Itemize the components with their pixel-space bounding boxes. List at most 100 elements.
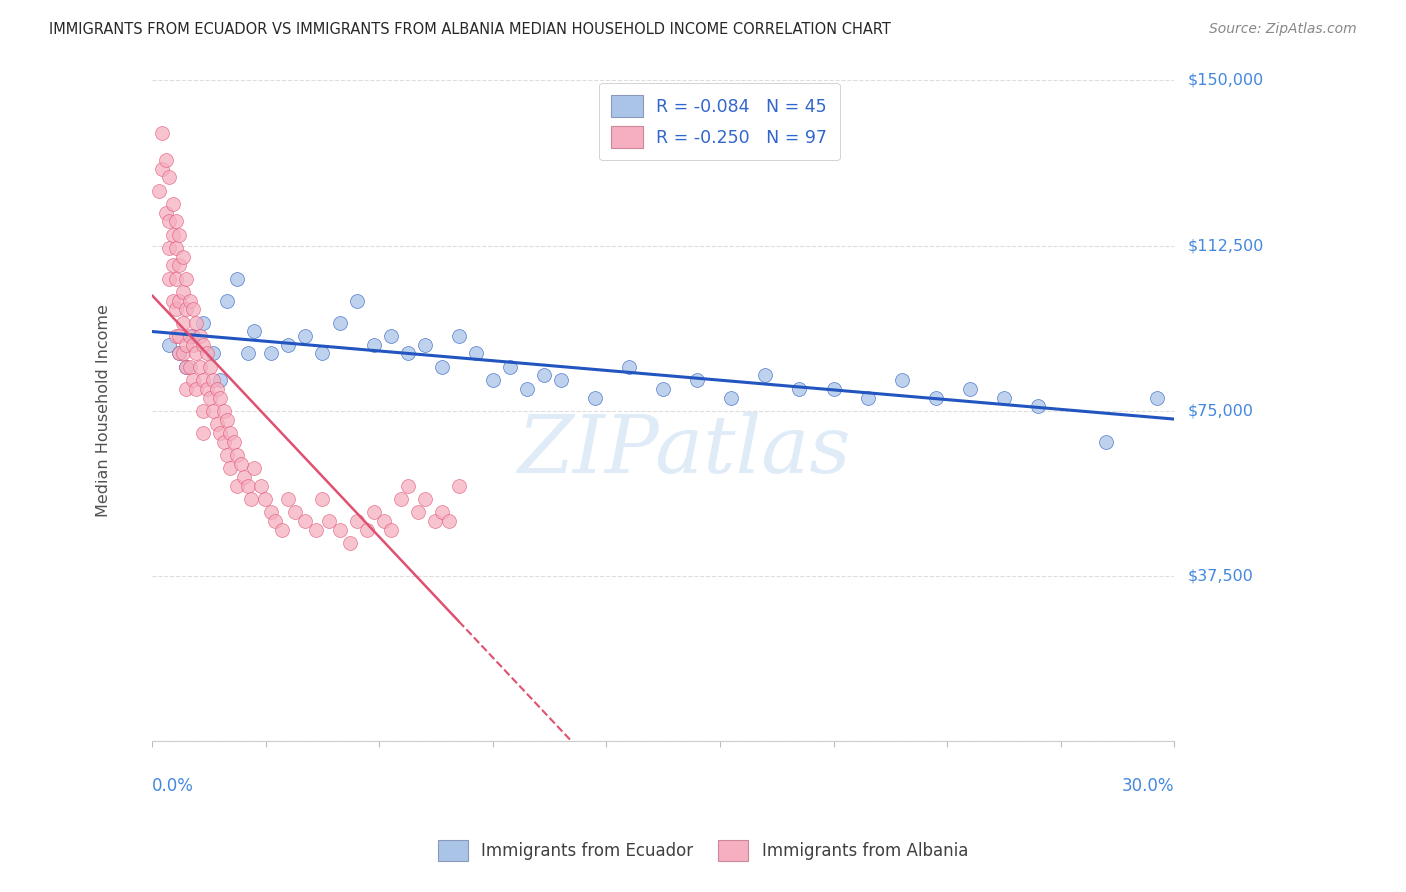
Point <box>179 329 201 343</box>
Text: $37,500: $37,500 <box>1188 568 1254 583</box>
Point <box>413 337 436 351</box>
Point <box>311 491 333 506</box>
Point <box>363 505 385 519</box>
Point <box>202 403 225 417</box>
Point <box>356 523 378 537</box>
Point <box>174 359 197 374</box>
Point <box>380 523 402 537</box>
Point <box>217 448 239 462</box>
Point <box>226 448 249 462</box>
Point <box>346 293 368 308</box>
Point <box>198 391 221 405</box>
Point <box>686 373 709 387</box>
Point <box>172 250 194 264</box>
Point <box>339 536 361 550</box>
Point <box>181 302 204 317</box>
Point <box>174 271 197 285</box>
Point <box>217 293 239 308</box>
Point <box>188 329 211 343</box>
Point <box>165 329 187 343</box>
Point <box>181 373 204 387</box>
Point <box>209 425 232 440</box>
Point <box>243 461 266 475</box>
Point <box>193 337 215 351</box>
Point <box>270 523 292 537</box>
Point <box>652 382 675 396</box>
Text: ZIPatlas: ZIPatlas <box>517 411 851 489</box>
Point <box>406 505 429 519</box>
Point <box>516 382 538 396</box>
Point <box>169 293 191 308</box>
Point <box>193 316 215 330</box>
Point <box>202 373 225 387</box>
Point <box>373 514 395 528</box>
Point <box>328 316 350 330</box>
Point <box>179 293 201 308</box>
Point <box>217 412 239 426</box>
Point <box>305 523 328 537</box>
Point <box>181 329 204 343</box>
Point <box>195 382 218 396</box>
Point <box>193 425 215 440</box>
Point <box>363 337 385 351</box>
Point <box>328 523 350 537</box>
Point <box>150 126 173 140</box>
Point <box>162 196 184 211</box>
Text: $150,000: $150,000 <box>1188 73 1264 88</box>
Point <box>212 403 235 417</box>
Text: IMMIGRANTS FROM ECUADOR VS IMMIGRANTS FROM ALBANIA MEDIAN HOUSEHOLD INCOME CORRE: IMMIGRANTS FROM ECUADOR VS IMMIGRANTS FR… <box>49 22 891 37</box>
Point <box>277 491 299 506</box>
Point <box>856 391 879 405</box>
Point <box>181 337 204 351</box>
Point <box>993 391 1015 405</box>
Point <box>212 434 235 449</box>
Point <box>195 346 218 360</box>
Point <box>193 373 215 387</box>
Point <box>162 293 184 308</box>
Text: $112,500: $112,500 <box>1188 238 1264 253</box>
Point <box>186 382 208 396</box>
Point <box>789 382 811 396</box>
Point <box>583 391 606 405</box>
Point <box>294 329 316 343</box>
Point <box>959 382 981 396</box>
Point <box>157 170 180 185</box>
Point <box>172 285 194 299</box>
Text: $75,000: $75,000 <box>1188 403 1254 418</box>
Legend: Immigrants from Ecuador, Immigrants from Albania: Immigrants from Ecuador, Immigrants from… <box>432 833 974 868</box>
Point <box>174 302 197 317</box>
Point <box>193 403 215 417</box>
Text: Source: ZipAtlas.com: Source: ZipAtlas.com <box>1209 22 1357 37</box>
Point <box>169 346 191 360</box>
Point <box>1146 391 1168 405</box>
Point <box>550 373 572 387</box>
Point <box>169 329 191 343</box>
Text: Median Household Income: Median Household Income <box>96 304 111 517</box>
Point <box>186 316 208 330</box>
Point <box>294 514 316 528</box>
Point <box>155 153 177 167</box>
Point <box>1095 434 1118 449</box>
Point <box>346 514 368 528</box>
Point <box>250 478 273 492</box>
Point <box>222 434 245 449</box>
Point <box>533 368 555 383</box>
Point <box>239 491 262 506</box>
Point <box>162 259 184 273</box>
Point <box>205 417 228 431</box>
Legend: R = -0.084   N = 45, R = -0.250   N = 97: R = -0.084 N = 45, R = -0.250 N = 97 <box>599 83 839 161</box>
Point <box>188 359 211 374</box>
Point <box>482 373 505 387</box>
Point <box>396 346 419 360</box>
Point <box>396 478 419 492</box>
Point <box>236 346 259 360</box>
Point <box>179 359 201 374</box>
Point <box>464 346 486 360</box>
Point <box>720 391 742 405</box>
Point <box>277 337 299 351</box>
Point <box>150 161 173 176</box>
Text: 30.0%: 30.0% <box>1122 777 1174 796</box>
Point <box>162 227 184 242</box>
Point <box>165 271 187 285</box>
Point <box>219 425 242 440</box>
